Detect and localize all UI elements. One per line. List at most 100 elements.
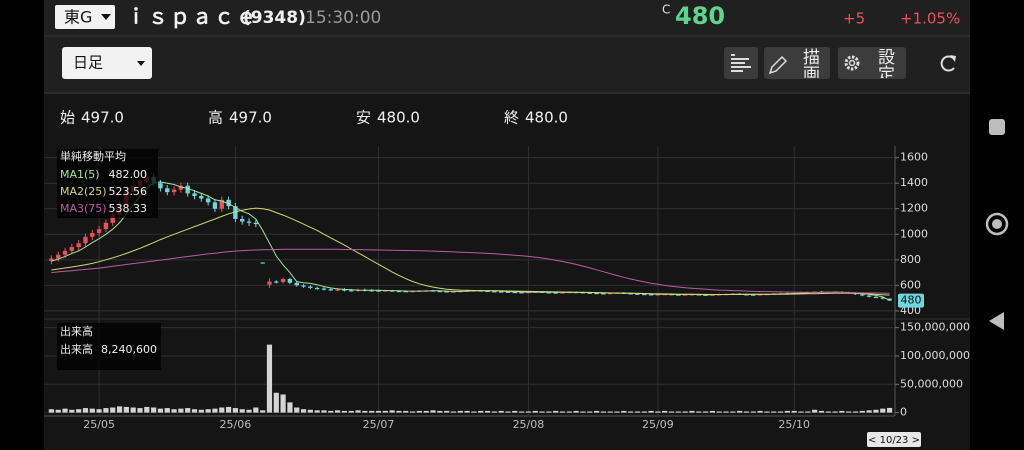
volume-bar xyxy=(450,411,457,413)
volume-tick-label: 150,000,000 xyxy=(900,321,970,334)
volume-bar xyxy=(662,410,668,413)
draw-label[interactable]: 描画 xyxy=(799,48,820,82)
volume-bar xyxy=(457,410,463,413)
price-change: +5 xyxy=(843,10,865,28)
volume-bar xyxy=(539,411,545,413)
candle-body xyxy=(887,298,892,301)
candle-body xyxy=(280,278,286,283)
volume-bar xyxy=(212,408,218,413)
volume-title: 出来高 xyxy=(60,324,93,338)
price-tag: 480 xyxy=(901,294,922,307)
candle-body xyxy=(287,278,293,283)
volume-bar xyxy=(266,344,273,413)
volume-bar xyxy=(723,411,729,413)
draw-button[interactable]: 描画 xyxy=(764,47,830,82)
candle-body xyxy=(512,291,517,294)
candle-body xyxy=(69,247,75,251)
y-tick-label: 1200 xyxy=(900,202,928,215)
candle-body xyxy=(587,292,592,294)
candle-body xyxy=(178,185,184,190)
candle-body xyxy=(294,282,299,286)
volume-bar xyxy=(498,410,504,413)
volume-bar xyxy=(655,411,661,413)
volume-bar xyxy=(294,407,300,413)
candle-body xyxy=(437,290,443,293)
volume-bar xyxy=(416,410,422,413)
draw-button-box[interactable] xyxy=(764,47,830,79)
volume-bar xyxy=(103,408,109,413)
volume-bar xyxy=(600,411,606,413)
price-prefix: C xyxy=(662,3,670,17)
candle-body xyxy=(49,258,54,262)
volume-bar xyxy=(689,410,695,413)
candle-body xyxy=(267,281,272,285)
volume-bar xyxy=(76,409,82,413)
ohlc-label: 始 xyxy=(60,109,75,127)
nav-back[interactable] xyxy=(989,312,1004,330)
volume-bar xyxy=(409,411,416,413)
x-tick-label: 25/08 xyxy=(513,418,545,431)
candle-body xyxy=(682,294,688,296)
date-tag-box xyxy=(867,432,921,447)
period-select[interactable]: 日足 xyxy=(62,47,152,79)
candle-body xyxy=(505,291,511,293)
period-select-box[interactable] xyxy=(62,47,152,79)
volume-bar xyxy=(287,402,293,413)
volume-label: 出来高 xyxy=(60,342,93,356)
volume-bar xyxy=(614,411,620,413)
volume-bar xyxy=(675,411,681,413)
y-tick-label: 800 xyxy=(900,253,921,266)
volume-bar xyxy=(648,410,654,413)
list-button[interactable] xyxy=(724,47,758,79)
settings-button[interactable]: 設定 xyxy=(838,47,906,82)
volume-bar xyxy=(48,409,55,413)
ohlc-label: 安 xyxy=(356,109,371,127)
refresh-icon[interactable] xyxy=(940,55,955,72)
volume-bar xyxy=(260,410,266,413)
volume-bar xyxy=(628,411,634,413)
volume-bar xyxy=(484,410,491,413)
volume-bar xyxy=(505,411,511,413)
candle-body xyxy=(158,183,163,189)
volume-bar xyxy=(784,410,790,413)
volume-bar xyxy=(157,408,164,413)
volume-bar xyxy=(519,411,525,413)
volume-bar xyxy=(273,392,279,413)
volume-bar xyxy=(96,409,102,413)
market-text[interactable]: 東G xyxy=(64,8,92,27)
volume-bar xyxy=(55,409,61,413)
market-select[interactable]: 東G xyxy=(55,5,115,29)
period-text[interactable]: 日足 xyxy=(73,54,103,72)
market-select-box[interactable] xyxy=(55,5,115,29)
volume-bar xyxy=(641,411,647,413)
candle-body xyxy=(349,290,354,292)
stock-code: (9348) xyxy=(243,8,306,28)
volume-bar xyxy=(423,410,429,413)
volume-bar xyxy=(798,411,804,413)
gear-icon xyxy=(844,55,860,71)
candle-body xyxy=(410,291,415,293)
settings-label[interactable]: 設定 xyxy=(874,48,895,82)
volume-bar xyxy=(137,408,143,413)
candle-body xyxy=(62,250,68,255)
candle-body xyxy=(205,198,211,203)
price-tag-box xyxy=(898,293,924,308)
volume-value: 8,240,600 xyxy=(101,343,157,356)
refresh-button[interactable] xyxy=(940,55,956,72)
candle-body xyxy=(655,294,661,296)
settings-button-box[interactable] xyxy=(838,47,906,79)
volume-bar xyxy=(771,411,777,413)
candle-body xyxy=(185,185,190,194)
chart: 25/05 25/06 25/07 25/08 25/09 25/104006008001… xyxy=(44,146,970,447)
volume-bar xyxy=(437,410,443,413)
volume-bar xyxy=(130,407,136,413)
nav-home[interactable] xyxy=(985,212,1009,236)
volume-bar xyxy=(839,410,845,413)
candle-body xyxy=(751,294,756,296)
nav-recent[interactable] xyxy=(989,119,1005,135)
price-change-percent: +1.05% xyxy=(900,10,960,28)
volume-bar xyxy=(525,411,532,413)
volume-bar xyxy=(750,411,756,413)
refresh-arrow xyxy=(950,55,956,62)
volume-bar xyxy=(300,409,307,413)
